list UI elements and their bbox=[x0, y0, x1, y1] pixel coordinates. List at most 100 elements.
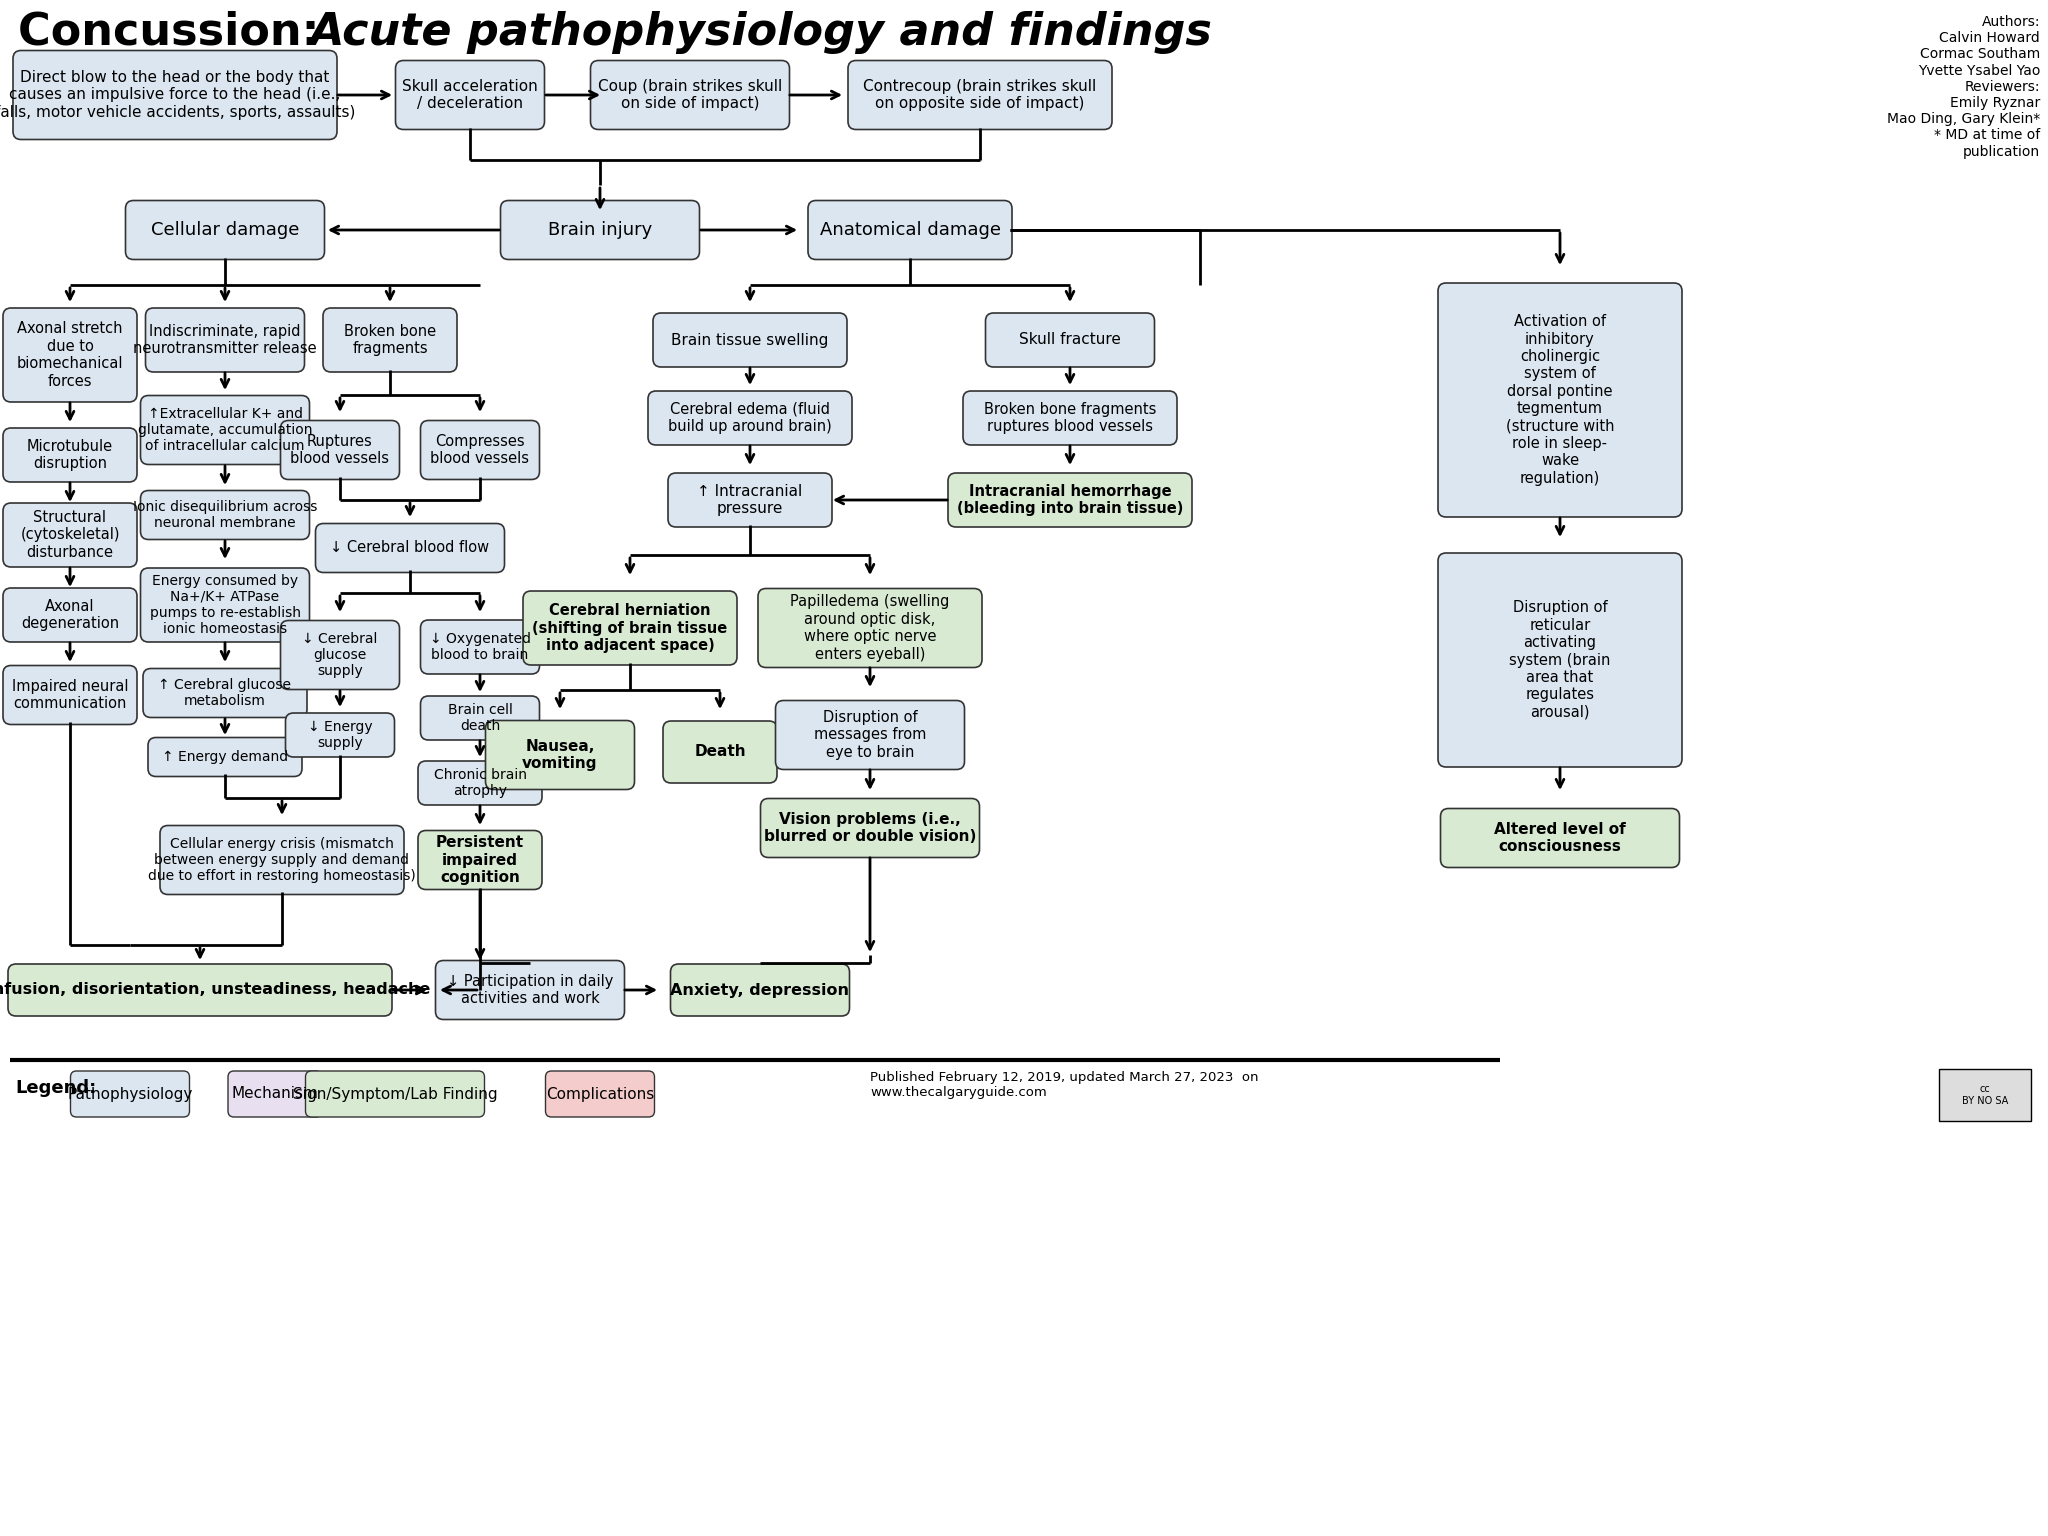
FancyBboxPatch shape bbox=[70, 1071, 190, 1117]
FancyBboxPatch shape bbox=[418, 831, 543, 889]
FancyBboxPatch shape bbox=[760, 799, 979, 857]
FancyBboxPatch shape bbox=[125, 201, 324, 260]
Text: Direct blow to the head or the body that
causes an impulsive force to the head (: Direct blow to the head or the body that… bbox=[0, 71, 354, 120]
Text: Skull fracture: Skull fracture bbox=[1020, 332, 1120, 347]
Text: Axonal stretch
due to
biomechanical
forces: Axonal stretch due to biomechanical forc… bbox=[16, 321, 123, 389]
Text: Legend:: Legend: bbox=[14, 1078, 96, 1097]
FancyBboxPatch shape bbox=[948, 473, 1192, 527]
FancyBboxPatch shape bbox=[758, 588, 981, 668]
FancyBboxPatch shape bbox=[141, 395, 309, 464]
FancyBboxPatch shape bbox=[2, 429, 137, 482]
FancyBboxPatch shape bbox=[590, 60, 788, 129]
Text: Mechanism: Mechanism bbox=[231, 1086, 317, 1101]
FancyBboxPatch shape bbox=[420, 621, 539, 674]
Text: Broken bone
fragments: Broken bone fragments bbox=[344, 324, 436, 356]
FancyBboxPatch shape bbox=[848, 60, 1112, 129]
FancyBboxPatch shape bbox=[668, 473, 831, 527]
Text: Complications: Complications bbox=[547, 1086, 653, 1101]
Text: ↑ Energy demand: ↑ Energy demand bbox=[162, 750, 289, 763]
FancyBboxPatch shape bbox=[418, 760, 543, 805]
Text: ↓ Cerebral blood flow: ↓ Cerebral blood flow bbox=[330, 541, 489, 556]
Text: Skull acceleration
/ deceleration: Skull acceleration / deceleration bbox=[401, 78, 539, 111]
Text: Sign/Symptom/Lab Finding: Sign/Symptom/Lab Finding bbox=[293, 1086, 498, 1101]
Text: Energy consumed by
Na+/K+ ATPase
pumps to re-establish
ionic homeostasis: Energy consumed by Na+/K+ ATPase pumps t… bbox=[150, 574, 301, 636]
Text: Disruption of
messages from
eye to brain: Disruption of messages from eye to brain bbox=[813, 710, 926, 760]
FancyBboxPatch shape bbox=[500, 201, 700, 260]
Text: Confusion, disorientation, unsteadiness, headache: Confusion, disorientation, unsteadiness,… bbox=[0, 983, 430, 997]
Text: Cerebral herniation
(shifting of brain tissue
into adjacent space): Cerebral herniation (shifting of brain t… bbox=[532, 604, 727, 653]
Text: ↓ Energy
supply: ↓ Energy supply bbox=[307, 720, 373, 750]
Text: Concussion:: Concussion: bbox=[18, 11, 336, 54]
FancyBboxPatch shape bbox=[315, 524, 504, 573]
Text: Axonal
degeneration: Axonal degeneration bbox=[20, 599, 119, 631]
FancyBboxPatch shape bbox=[2, 665, 137, 725]
Text: Brain injury: Brain injury bbox=[549, 221, 651, 240]
FancyBboxPatch shape bbox=[420, 421, 539, 479]
Text: cc
BY NO SA: cc BY NO SA bbox=[1962, 1084, 2009, 1106]
FancyBboxPatch shape bbox=[963, 392, 1178, 445]
Text: Disruption of
reticular
activating
system (brain
area that
regulates
arousal): Disruption of reticular activating syste… bbox=[1509, 601, 1610, 720]
Text: ↑Extracellular K+ and
glutamate, accumulation
of intracellular calcium: ↑Extracellular K+ and glutamate, accumul… bbox=[137, 407, 311, 453]
Text: Indiscriminate, rapid
neurotransmitter release: Indiscriminate, rapid neurotransmitter r… bbox=[133, 324, 317, 356]
Text: Altered level of
consciousness: Altered level of consciousness bbox=[1495, 822, 1626, 854]
Text: Nausea,
vomiting: Nausea, vomiting bbox=[522, 739, 598, 771]
Text: Contrecoup (brain strikes skull
on opposite side of impact): Contrecoup (brain strikes skull on oppos… bbox=[864, 78, 1096, 111]
Text: Death: Death bbox=[694, 745, 745, 759]
Text: Pathophysiology: Pathophysiology bbox=[68, 1086, 193, 1101]
FancyBboxPatch shape bbox=[1438, 283, 1681, 518]
FancyBboxPatch shape bbox=[12, 51, 338, 140]
Text: Brain cell
death: Brain cell death bbox=[449, 703, 512, 733]
FancyBboxPatch shape bbox=[522, 591, 737, 665]
FancyBboxPatch shape bbox=[2, 588, 137, 642]
Text: Impaired neural
communication: Impaired neural communication bbox=[12, 679, 129, 711]
FancyBboxPatch shape bbox=[2, 502, 137, 567]
Text: Persistent
impaired
cognition: Persistent impaired cognition bbox=[436, 836, 524, 885]
Text: Cellular energy crisis (mismatch
between energy supply and demand
due to effort : Cellular energy crisis (mismatch between… bbox=[147, 837, 416, 883]
Text: ↓ Participation in daily
activities and work: ↓ Participation in daily activities and … bbox=[446, 974, 612, 1006]
FancyBboxPatch shape bbox=[141, 490, 309, 539]
Text: Activation of
inhibitory
cholinergic
system of
dorsal pontine
tegmentum
(structu: Activation of inhibitory cholinergic sys… bbox=[1505, 315, 1614, 485]
FancyBboxPatch shape bbox=[1440, 808, 1679, 868]
Text: ↓ Oxygenated
blood to brain: ↓ Oxygenated blood to brain bbox=[430, 631, 530, 662]
FancyBboxPatch shape bbox=[305, 1071, 485, 1117]
FancyBboxPatch shape bbox=[420, 696, 539, 740]
Text: Structural
(cytoskeletal)
disturbance: Structural (cytoskeletal) disturbance bbox=[20, 510, 119, 561]
FancyBboxPatch shape bbox=[227, 1071, 322, 1117]
Text: Authors:
Calvin Howard
Cormac Southam
Yvette Ysabel Yao
Reviewers:
Emily Ryznar
: Authors: Calvin Howard Cormac Southam Yv… bbox=[1886, 15, 2040, 158]
FancyBboxPatch shape bbox=[141, 568, 309, 642]
FancyBboxPatch shape bbox=[985, 313, 1155, 367]
Text: Published February 12, 2019, updated March 27, 2023  on
www.thecalgaryguide.com: Published February 12, 2019, updated Mar… bbox=[870, 1071, 1260, 1098]
Text: Coup (brain strikes skull
on side of impact): Coup (brain strikes skull on side of imp… bbox=[598, 78, 782, 111]
FancyBboxPatch shape bbox=[436, 960, 625, 1020]
FancyBboxPatch shape bbox=[8, 965, 391, 1015]
FancyBboxPatch shape bbox=[145, 309, 305, 372]
Text: Microtubule
disruption: Microtubule disruption bbox=[27, 439, 113, 472]
FancyBboxPatch shape bbox=[324, 309, 457, 372]
FancyBboxPatch shape bbox=[1939, 1069, 2032, 1121]
FancyBboxPatch shape bbox=[670, 965, 850, 1015]
FancyBboxPatch shape bbox=[395, 60, 545, 129]
FancyBboxPatch shape bbox=[653, 313, 848, 367]
FancyBboxPatch shape bbox=[281, 421, 399, 479]
Text: Cerebral edema (fluid
build up around brain): Cerebral edema (fluid build up around br… bbox=[668, 402, 831, 435]
FancyBboxPatch shape bbox=[2, 309, 137, 402]
Text: ↑ Intracranial
pressure: ↑ Intracranial pressure bbox=[698, 484, 803, 516]
FancyBboxPatch shape bbox=[160, 825, 403, 894]
FancyBboxPatch shape bbox=[1438, 553, 1681, 766]
FancyBboxPatch shape bbox=[809, 201, 1012, 260]
FancyBboxPatch shape bbox=[647, 392, 852, 445]
FancyBboxPatch shape bbox=[285, 713, 395, 757]
Text: Broken bone fragments
ruptures blood vessels: Broken bone fragments ruptures blood ves… bbox=[983, 402, 1157, 435]
FancyBboxPatch shape bbox=[143, 668, 307, 717]
Text: Cellular damage: Cellular damage bbox=[152, 221, 299, 240]
Text: Anxiety, depression: Anxiety, depression bbox=[670, 983, 850, 997]
Text: ↓ Cerebral
glucose
supply: ↓ Cerebral glucose supply bbox=[303, 631, 377, 679]
FancyBboxPatch shape bbox=[485, 720, 635, 790]
Text: Ruptures
blood vessels: Ruptures blood vessels bbox=[291, 433, 389, 467]
Text: Papilledema (swelling
around optic disk,
where optic nerve
enters eyeball): Papilledema (swelling around optic disk,… bbox=[791, 594, 950, 662]
Text: Chronic brain
atrophy: Chronic brain atrophy bbox=[434, 768, 526, 799]
FancyBboxPatch shape bbox=[281, 621, 399, 690]
FancyBboxPatch shape bbox=[664, 720, 776, 783]
FancyBboxPatch shape bbox=[545, 1071, 655, 1117]
FancyBboxPatch shape bbox=[776, 700, 965, 770]
